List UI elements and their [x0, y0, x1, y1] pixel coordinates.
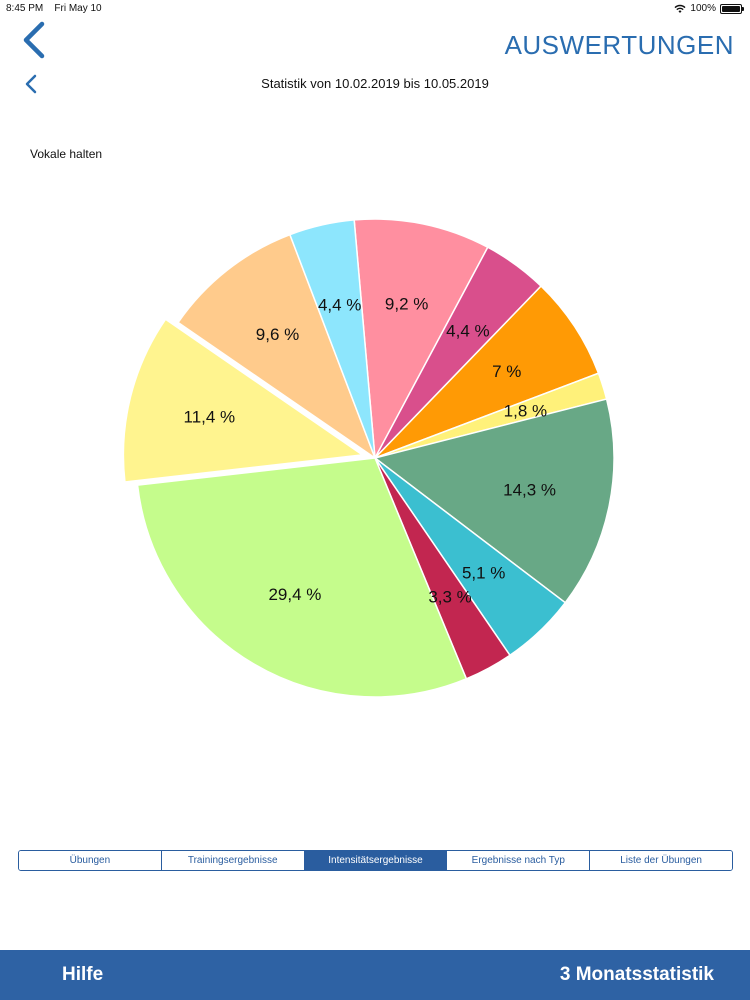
- pie-slice-label-0: 9,2 %: [385, 294, 428, 313]
- tab-0[interactable]: Übungen: [19, 851, 162, 870]
- previous-period-button[interactable]: [20, 72, 44, 96]
- chevron-left-icon: [23, 21, 45, 59]
- chevron-left-icon: [25, 74, 37, 94]
- pie-slice-9: [177, 233, 377, 460]
- chart-label: Vokale halten: [30, 147, 103, 161]
- tab-2[interactable]: Intensitätsergebnisse: [304, 851, 448, 870]
- pie-slice-label-1: 4,4 %: [446, 322, 489, 341]
- pie-chart: 9,2 % 4,4 % 7 % 1,8 % 14,3 % 5,1 % 3,3 % 29,4 %…: [122, 218, 615, 698]
- tab-1[interactable]: Trainingsergebnisse: [161, 851, 305, 870]
- status-time-date: 8:45 PM Fri May 10: [6, 3, 102, 14]
- footer-bar: Hilfe 3 Monatsstatistik: [0, 950, 750, 1000]
- tab-4[interactable]: Liste der Übungen: [590, 851, 732, 870]
- pie-slice-label-7: 29,4 %: [268, 585, 321, 604]
- tab-3[interactable]: Ergebnisse nach Typ: [447, 851, 591, 870]
- pie-slice-8: [122, 318, 365, 483]
- status-date: Fri May 10: [54, 3, 102, 14]
- pie-slice-label-9: 9,6 %: [256, 325, 299, 344]
- pie-slice-10: [288, 219, 376, 459]
- pie-slice-label-4: 14,3 %: [503, 480, 556, 499]
- battery-icon: [720, 3, 744, 14]
- pie-slice-label-8: 11,4 %: [184, 408, 236, 427]
- pie-slice-7: [136, 457, 468, 698]
- back-button[interactable]: [16, 20, 56, 60]
- wifi-icon: [674, 4, 686, 13]
- pie-slice-label-2: 7 %: [492, 362, 521, 381]
- three-month-statistics-button[interactable]: 3 Monatsstatistik: [559, 964, 714, 985]
- pie-slice-label-5: 5,1 %: [462, 563, 505, 582]
- battery-percent: 100%: [690, 3, 716, 14]
- help-button[interactable]: Hilfe: [62, 964, 104, 985]
- status-right: 100%: [674, 3, 744, 14]
- statistics-period: Statistik von 10.02.2019 bis 10.05.2019: [261, 76, 489, 91]
- pie-slice-label-6: 3,3 %: [428, 588, 471, 607]
- pie-slice-0: [353, 218, 489, 461]
- tab-bar: Übungen Trainingsergebnisse Intensitätserg…: [18, 850, 733, 871]
- status-bar: 8:45 PM Fri May 10 100%: [0, 0, 750, 16]
- pie-slice-2: [374, 285, 600, 459]
- pie-slice-label-3: 1,8 %: [504, 402, 547, 421]
- page-title: AUSWERTUNGEN: [504, 30, 734, 60]
- status-time: 8:45 PM: [6, 3, 44, 14]
- pie-slice-label-10: 4,4 %: [318, 295, 361, 314]
- pie-slice-4: [373, 398, 615, 604]
